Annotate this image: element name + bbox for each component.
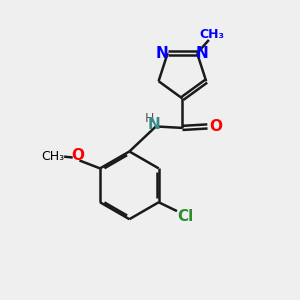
Text: O: O — [209, 119, 222, 134]
Text: N: N — [156, 46, 169, 61]
Text: O: O — [71, 148, 84, 163]
Text: N: N — [196, 46, 209, 61]
Text: N: N — [148, 118, 161, 133]
Text: H: H — [145, 112, 154, 125]
Text: Cl: Cl — [177, 208, 193, 224]
Text: CH₃: CH₃ — [199, 28, 224, 40]
Text: CH₃: CH₃ — [42, 150, 65, 163]
